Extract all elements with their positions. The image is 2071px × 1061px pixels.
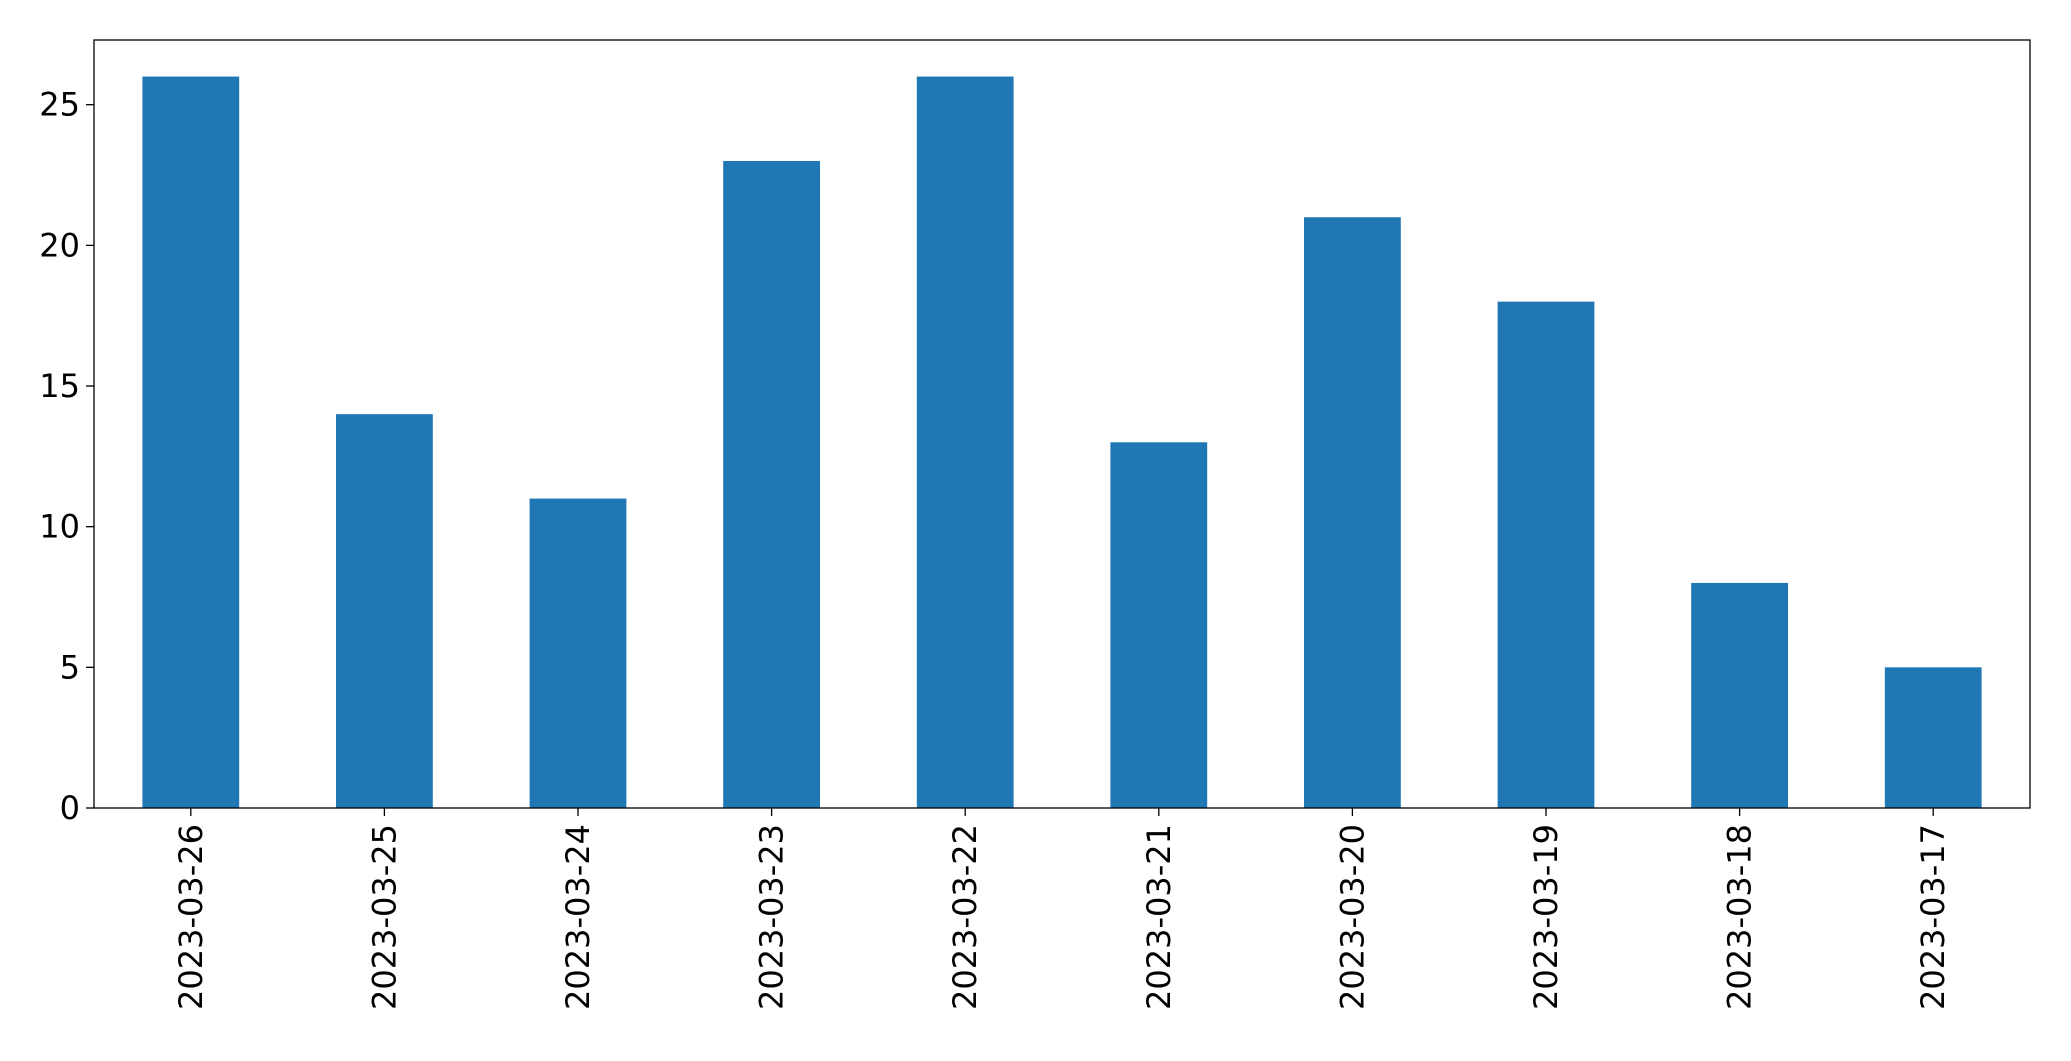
y-tick-label: 25	[39, 86, 80, 124]
bar	[142, 76, 240, 809]
bar	[529, 498, 627, 808]
bar	[723, 160, 820, 808]
x-tick-label: 2023-03-23	[753, 824, 791, 1010]
y-tick-label: 5	[60, 648, 80, 686]
x-tick-label: 2023-03-21	[1140, 824, 1178, 1010]
bar	[1497, 301, 1595, 808]
plot-frame	[93, 39, 2031, 809]
bar	[1691, 582, 1788, 808]
x-tick-label: 2023-03-22	[946, 824, 984, 1010]
y-tick-label: 0	[60, 789, 80, 827]
y-tick-label: 20	[39, 226, 80, 264]
x-tick-label: 2023-03-18	[1721, 824, 1759, 1010]
bar	[1110, 442, 1208, 808]
x-tick-label: 2023-03-26	[172, 824, 210, 1010]
x-tick-label: 2023-03-24	[559, 824, 597, 1010]
bar	[1884, 667, 1982, 808]
bar	[336, 414, 433, 808]
y-tick-label: 15	[39, 367, 80, 405]
x-tick-label: 2023-03-25	[365, 824, 403, 1010]
y-tick-label: 10	[39, 508, 80, 546]
x-tick-label: 2023-03-20	[1333, 824, 1371, 1010]
bar	[916, 76, 1014, 809]
x-tick-label: 2023-03-17	[1914, 824, 1952, 1010]
bar	[1304, 217, 1401, 808]
x-tick-label: 2023-03-19	[1527, 824, 1565, 1010]
